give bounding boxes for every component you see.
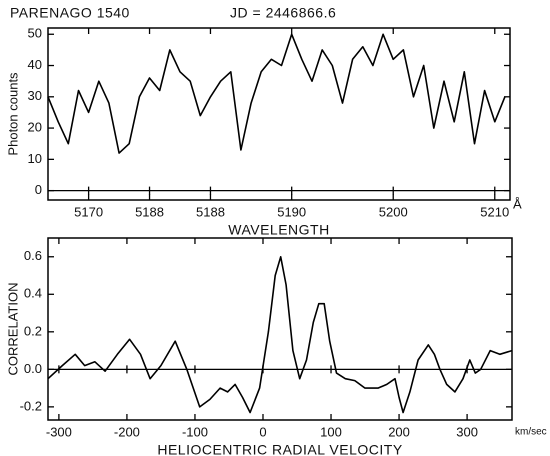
x-tick-label: 5210 — [480, 204, 509, 219]
x-axis-label: HELIOCENTRIC RADIAL VELOCITY — [157, 442, 402, 456]
chart-subtitle: JD = 2446866.6 — [230, 5, 336, 21]
chart-title: PARENAGO 1540 — [10, 5, 130, 21]
y-tick-label: 0.6 — [24, 248, 42, 263]
x-tick-label: 5188 — [196, 204, 225, 219]
y-axis-label: Photon counts — [5, 72, 20, 156]
plot-frame — [47, 27, 511, 201]
x-tick-label: -100 — [182, 424, 208, 439]
x-tick-label: 5170 — [74, 204, 103, 219]
x-tick-label: 5190 — [277, 204, 306, 219]
x-unit: Å — [513, 196, 522, 211]
x-unit: km/sec — [515, 427, 547, 438]
x-tick-label: 5188 — [135, 204, 164, 219]
data-line — [47, 33, 506, 154]
x-tick-label: 200 — [388, 424, 410, 439]
y-tick-label: -0.2 — [20, 398, 42, 413]
x-tick-label: -300 — [46, 424, 72, 439]
plot-frame — [47, 237, 513, 421]
x-tick-label: 300 — [456, 424, 478, 439]
y-tick-label: 0 — [35, 182, 42, 197]
y-tick-label: 0.0 — [24, 361, 42, 376]
x-tick-label: -200 — [114, 424, 140, 439]
x-tick-label: 5200 — [379, 204, 408, 219]
y-tick-label: 50 — [28, 26, 42, 41]
y-tick-label: 40 — [28, 57, 42, 72]
y-tick-label: 30 — [28, 88, 42, 103]
x-tick-label: 0 — [259, 424, 266, 439]
y-axis-label: CORRELATION — [5, 283, 20, 376]
y-tick-label: 20 — [28, 120, 42, 135]
data-line — [47, 256, 513, 414]
y-tick-label: 0.2 — [24, 323, 42, 338]
x-axis-label: WAVELENGTH — [228, 222, 329, 238]
x-tick-label: 100 — [320, 424, 342, 439]
y-tick-label: 0.4 — [24, 286, 42, 301]
y-tick-label: 10 — [28, 151, 42, 166]
